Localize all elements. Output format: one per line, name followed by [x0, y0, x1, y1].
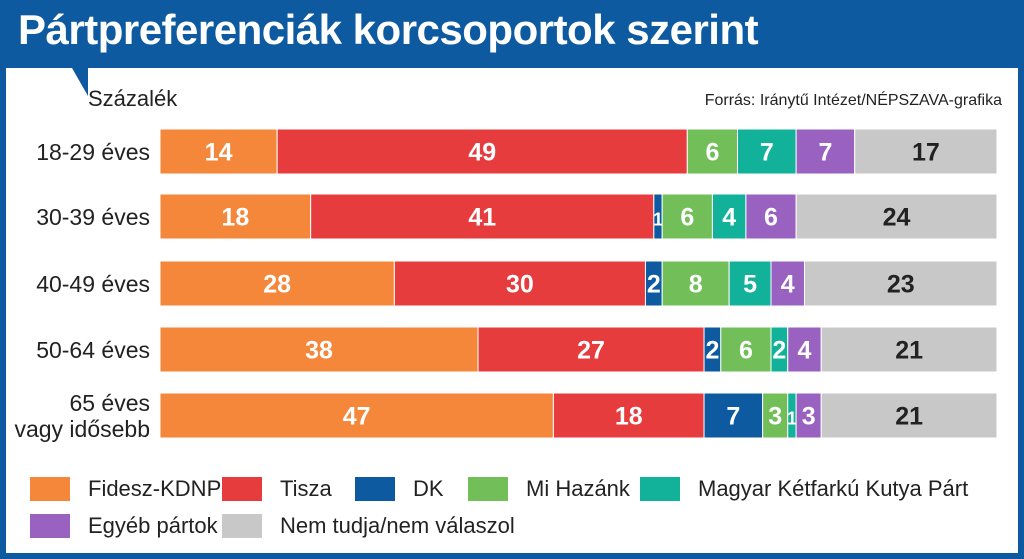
- data-label: 30: [506, 271, 534, 299]
- row-label-line: 65 éves: [69, 389, 150, 416]
- data-label: 21: [895, 403, 923, 431]
- data-label: 7: [760, 139, 774, 167]
- data-label: 14: [205, 139, 233, 167]
- bar-segment: [787, 326, 822, 373]
- bar-segment: [159, 392, 554, 439]
- bar-segment: [795, 392, 822, 439]
- data-label: 6: [680, 204, 694, 232]
- bar-segment: [820, 392, 998, 439]
- data-label: 47: [343, 403, 371, 431]
- bar-segment: [477, 326, 705, 373]
- legend-item: DK: [355, 476, 444, 502]
- bar-segment: [159, 260, 395, 307]
- legend-item: Mi Hazánk: [468, 476, 630, 502]
- row-label: 18-29 éves: [14, 139, 150, 165]
- legend-swatch: [30, 514, 70, 538]
- legend-label: Fidesz-KDNP: [88, 476, 222, 501]
- data-label: 27: [577, 337, 605, 365]
- data-label: 4: [781, 271, 795, 299]
- data-label: 18: [615, 403, 643, 431]
- row-label: 50-64 éves: [14, 337, 150, 363]
- legend-item: Magyar Kétfarkú Kutya Párt: [640, 476, 968, 502]
- data-label: 1: [787, 409, 797, 429]
- data-label: 17: [912, 139, 940, 167]
- legend-swatch: [355, 477, 395, 501]
- legend-swatch: [30, 477, 70, 501]
- legend-item: Nem tudja/nem válaszol: [222, 513, 515, 539]
- row-label-line: 40-49 éves: [36, 270, 150, 297]
- legend-label: Tisza: [280, 476, 332, 501]
- data-label: 5: [743, 271, 757, 299]
- row-label-line: vagy idősebb: [14, 415, 150, 442]
- data-label: 21: [895, 337, 923, 365]
- unit-label: Százalék: [88, 86, 178, 111]
- legend-item: Egyéb pártok: [30, 513, 218, 539]
- row-label: 65 éves vagy idősebb: [14, 390, 150, 442]
- bar-segment: [803, 260, 998, 307]
- row-label-line: 18-29 éves: [36, 138, 150, 165]
- row-label: 30-39 éves: [14, 204, 150, 230]
- bar-segment: [310, 193, 655, 240]
- data-label: 2: [705, 337, 719, 365]
- bar-segment: [661, 260, 730, 307]
- data-label: 4: [798, 337, 812, 365]
- data-label: 3: [768, 403, 782, 431]
- legend-swatch: [222, 477, 262, 501]
- data-label: 6: [764, 204, 778, 232]
- data-label: 7: [726, 403, 740, 431]
- legend-label: Egyéb pártok: [88, 513, 218, 538]
- bar-segment: [720, 326, 772, 373]
- data-label: 6: [705, 139, 719, 167]
- bar-segment: [711, 193, 747, 240]
- bar-segment: [159, 326, 479, 373]
- data-label: 8: [689, 271, 703, 299]
- data-label: 7: [818, 139, 832, 167]
- source-note: Forrás: Iránytű Intézet/NÉPSZAVA-grafika: [704, 92, 1002, 109]
- legend-label: Magyar Kétfarkú Kutya Párt: [698, 476, 969, 501]
- data-label: 6: [739, 337, 753, 365]
- row-label-line: 30-39 éves: [36, 203, 150, 230]
- data-label: 2: [772, 337, 786, 365]
- unit-tab-marker: [72, 68, 88, 96]
- bar-segment: [795, 193, 998, 240]
- data-label: 18: [221, 204, 249, 232]
- data-label: 23: [887, 271, 915, 299]
- title-bar: Pártpreferenciák korcsoportok szerint: [0, 0, 1024, 68]
- legend-label: DK: [413, 476, 444, 501]
- legend-item: Fidesz-KDNP: [30, 476, 221, 502]
- legend-label: Nem tudja/nem válaszol: [280, 513, 515, 538]
- legend-swatch: [222, 514, 262, 538]
- bar-segment: [276, 128, 688, 175]
- data-label: 49: [468, 139, 496, 167]
- legend-swatch: [468, 477, 508, 501]
- data-label: 3: [802, 403, 816, 431]
- bar-segment: [854, 128, 998, 175]
- bar-segment: [770, 260, 805, 307]
- legend-swatch: [640, 477, 680, 501]
- chart-title: Pártpreferenciák korcsoportok szerint: [18, 6, 759, 53]
- bar-segment: [728, 260, 772, 307]
- data-label: 4: [722, 204, 736, 232]
- bar-segment: [820, 326, 998, 373]
- row-label: 40-49 éves: [14, 271, 150, 297]
- bar-segment: [762, 392, 789, 439]
- data-label: 2: [647, 271, 661, 299]
- data-label: 1: [653, 210, 663, 230]
- data-label: 38: [305, 337, 333, 365]
- row-label-line: 50-64 éves: [36, 336, 150, 363]
- legend-item: Tisza: [222, 476, 332, 502]
- data-label: 24: [883, 204, 911, 232]
- data-label: 41: [468, 204, 496, 232]
- data-label: 28: [263, 271, 291, 299]
- legend-label: Mi Hazánk: [526, 476, 630, 501]
